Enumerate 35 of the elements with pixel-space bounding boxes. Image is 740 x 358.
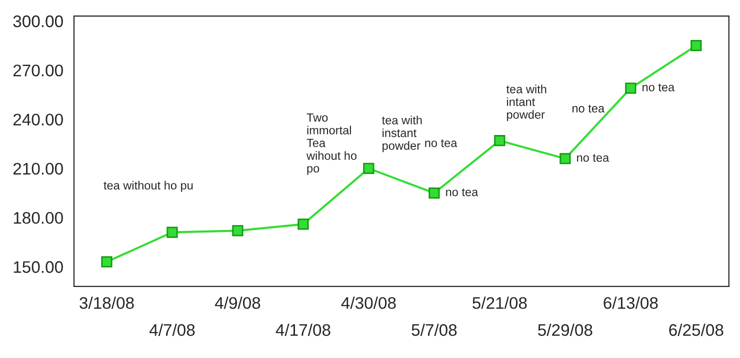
annotation: no tea xyxy=(577,154,610,162)
annotation: no tea xyxy=(572,104,605,113)
y-tick-label: 150.00 xyxy=(14,261,63,273)
annotation: Two immortal Tea wihout ho po xyxy=(306,113,357,175)
y-tick-label: 270.00 xyxy=(13,64,63,76)
y-tick-label: 300.00 xyxy=(13,15,63,28)
x-tick-label: 4/30/08 xyxy=(341,296,396,309)
x-tick-label: 3/18/08 xyxy=(80,296,134,309)
annotation: no tea xyxy=(446,188,478,196)
point xyxy=(101,256,112,268)
point xyxy=(166,226,178,238)
y-tick-label: 240.00 xyxy=(13,114,63,126)
point xyxy=(625,82,636,94)
x-tick-label: 6/25/08 xyxy=(669,324,724,336)
point xyxy=(298,218,309,230)
point xyxy=(363,162,374,174)
point xyxy=(560,153,571,164)
x-tick-label: 4/17/08 xyxy=(276,324,330,336)
point xyxy=(232,225,244,236)
x-tick-label: 6/13/08 xyxy=(604,296,658,309)
point xyxy=(690,40,702,52)
x-tick-label: 4/9/08 xyxy=(214,296,260,309)
x-tick-label: 4/7/08 xyxy=(149,324,195,336)
annotation: tea with intant powder xyxy=(506,84,546,122)
annotation: no tea xyxy=(425,139,458,148)
x-tick-label: 5/7/08 xyxy=(412,324,457,336)
x-tick-label: 5/29/08 xyxy=(538,324,592,336)
x-tick-label: 5/21/08 xyxy=(472,296,527,309)
annotation: no tea xyxy=(642,84,675,92)
annotation: tea with instant powder xyxy=(382,116,422,152)
point xyxy=(428,187,440,199)
y-tick-label: 180.00 xyxy=(14,212,63,224)
y-tick-label: 210.00 xyxy=(13,162,63,175)
point xyxy=(494,135,506,146)
annotation: tea without ho pu xyxy=(104,180,193,192)
